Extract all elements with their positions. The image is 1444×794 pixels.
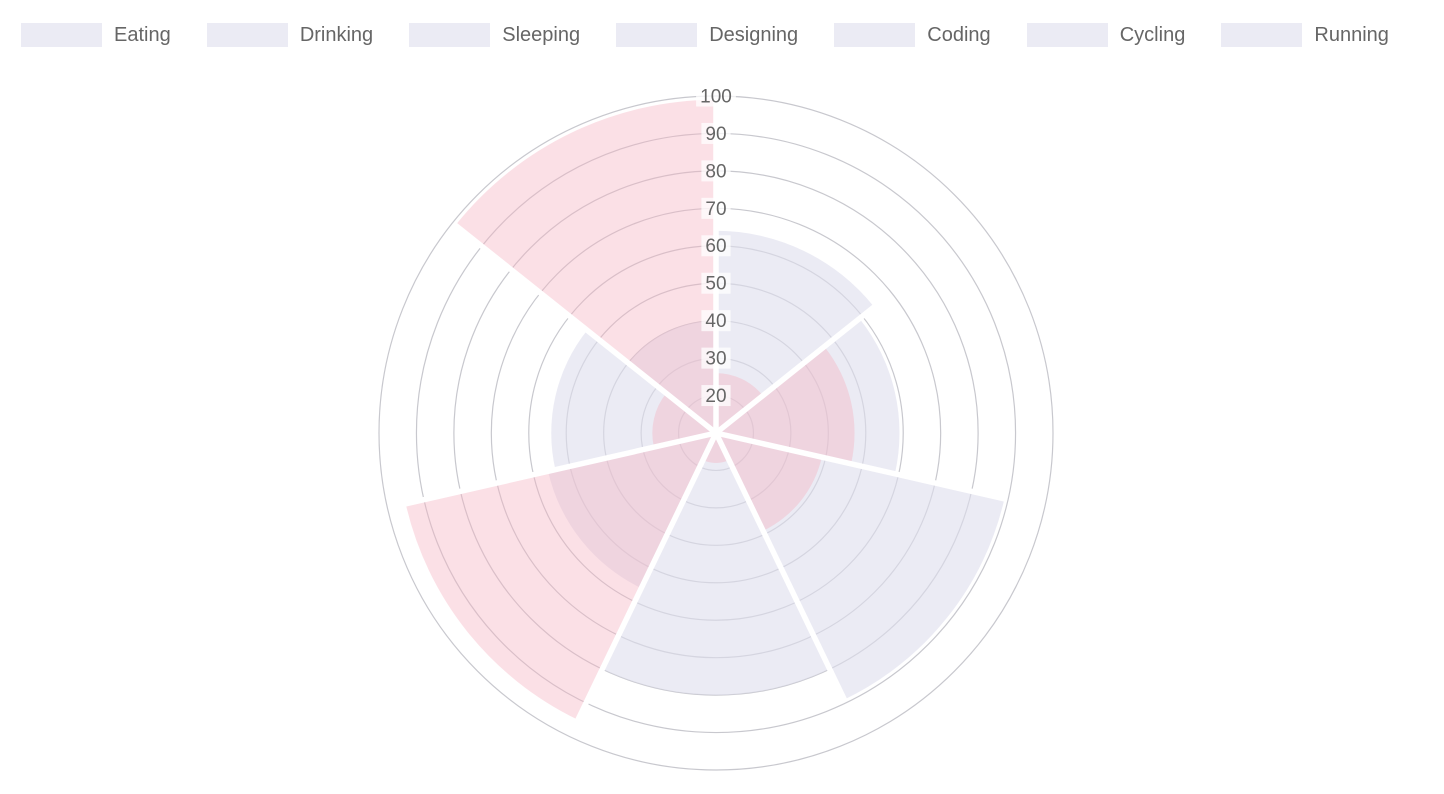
legend-item-eating[interactable]: Eating	[21, 22, 171, 48]
slice-divider-line	[404, 430, 717, 507]
tick-backdrop-70	[701, 197, 731, 219]
sector-gray-designing[interactable]	[602, 433, 830, 696]
legend-label: Sleeping	[502, 24, 581, 46]
sector-pink-running[interactable]	[455, 99, 716, 434]
sector-gray-sleeping[interactable]	[716, 433, 1005, 700]
legend-label: Designing	[709, 24, 799, 46]
tick-backdrop-90	[701, 122, 731, 144]
sector-gray-eating[interactable]	[716, 230, 875, 433]
sector-pink-sleeping[interactable]	[716, 433, 822, 531]
legend-item-coding[interactable]: Coding	[834, 22, 991, 48]
tick-backdrop-80	[701, 160, 731, 182]
tick-label-80: 80	[705, 161, 726, 182]
legend-item-sleeping[interactable]: Sleeping	[409, 22, 580, 48]
tick-label-20: 20	[705, 386, 726, 407]
legend-swatch	[206, 23, 288, 47]
tick-label-70: 70	[705, 199, 726, 220]
sector-pink-cycling[interactable]	[652, 393, 716, 448]
sector-gray-cycling[interactable]	[551, 330, 716, 470]
legend-swatch	[1026, 23, 1108, 47]
tick-label-60: 60	[705, 236, 726, 257]
tick-backdrop-50	[701, 272, 731, 294]
slice-divider-line	[714, 304, 877, 436]
slice-divider-line	[715, 430, 1006, 502]
chart-legend: Eating Drinking Sleeping Designing Coding Cyc…	[0, 22, 1444, 48]
slice-divider-line	[713, 431, 848, 702]
tick-backdrop-60	[701, 235, 731, 257]
tick-label-40: 40	[705, 311, 726, 332]
sector-gray-running[interactable]	[628, 320, 716, 433]
legend-swatch	[616, 23, 698, 47]
legend-label: Cycling	[1119, 24, 1186, 46]
sector-pink-coding[interactable]	[405, 433, 716, 720]
tick-backdrop-20	[701, 385, 731, 407]
legend-item-designing[interactable]: Designing	[616, 22, 798, 48]
slice-divider-line	[452, 222, 718, 436]
legend-label: Coding	[927, 24, 991, 46]
legend-label: Drinking	[299, 24, 374, 46]
legend-swatch	[834, 23, 916, 47]
legend-item-drinking[interactable]: Drinking	[206, 22, 374, 48]
legend-label: Eating	[114, 24, 171, 46]
sector-gray-drinking[interactable]	[716, 318, 900, 474]
legend-item-cycling[interactable]: Cycling	[1026, 22, 1186, 48]
legend-label: Running	[1314, 24, 1389, 46]
legend-swatch	[409, 23, 491, 47]
tick-backdrop-100	[696, 85, 736, 107]
tick-label-90: 90	[705, 124, 726, 145]
legend-swatch	[21, 23, 102, 47]
tick-backdrop-30	[701, 347, 731, 369]
tick-label-30: 30	[705, 349, 726, 370]
sector-gray-coding[interactable]	[548, 433, 716, 589]
slice-divider-line	[574, 431, 719, 722]
legend-item-running[interactable]: Running	[1221, 22, 1389, 48]
sector-pink-drinking[interactable]	[716, 346, 855, 464]
tick-backdrop-40	[701, 310, 731, 332]
legend-swatch	[1221, 23, 1303, 47]
tick-label-100: 100	[700, 86, 732, 107]
tick-label-50: 50	[705, 274, 726, 295]
sector-pink-designing[interactable]	[703, 433, 729, 463]
